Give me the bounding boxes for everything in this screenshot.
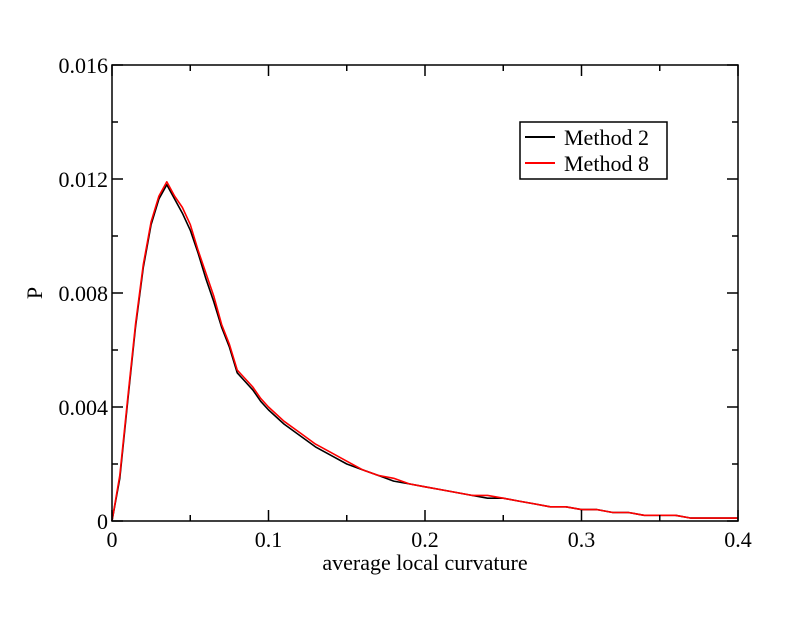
- y-tick-label: 0: [97, 509, 108, 534]
- y-tick-label: 0.004: [59, 395, 109, 420]
- x-tick-label: 0: [107, 527, 118, 552]
- y-tick-label: 0.012: [59, 167, 109, 192]
- ticks-layer: [111, 64, 739, 522]
- x-tick-label: 0.1: [255, 527, 283, 552]
- y-tick-label: 0.008: [59, 281, 109, 306]
- legend: Method 2 Method 8: [519, 121, 668, 180]
- tick-labels: 0 0.1 0.2 0.3 0.4 0 0.004 0.008 0.012 0.016: [59, 53, 752, 552]
- x-tick-label: 0.3: [568, 527, 596, 552]
- series-layer: [111, 181, 738, 522]
- x-tick-label: 0.4: [724, 527, 752, 552]
- x-tick-label: 0.2: [411, 527, 439, 552]
- legend-label-method-8: Method 8: [564, 151, 649, 176]
- y-tick-label: 0.016: [59, 53, 109, 78]
- series-line-method-8: [111, 181, 738, 522]
- x-axis-label: average local curvature: [322, 550, 527, 575]
- y-axis-label: P: [22, 287, 47, 299]
- legend-label-method-2: Method 2: [564, 125, 649, 150]
- legend-box: [519, 121, 668, 180]
